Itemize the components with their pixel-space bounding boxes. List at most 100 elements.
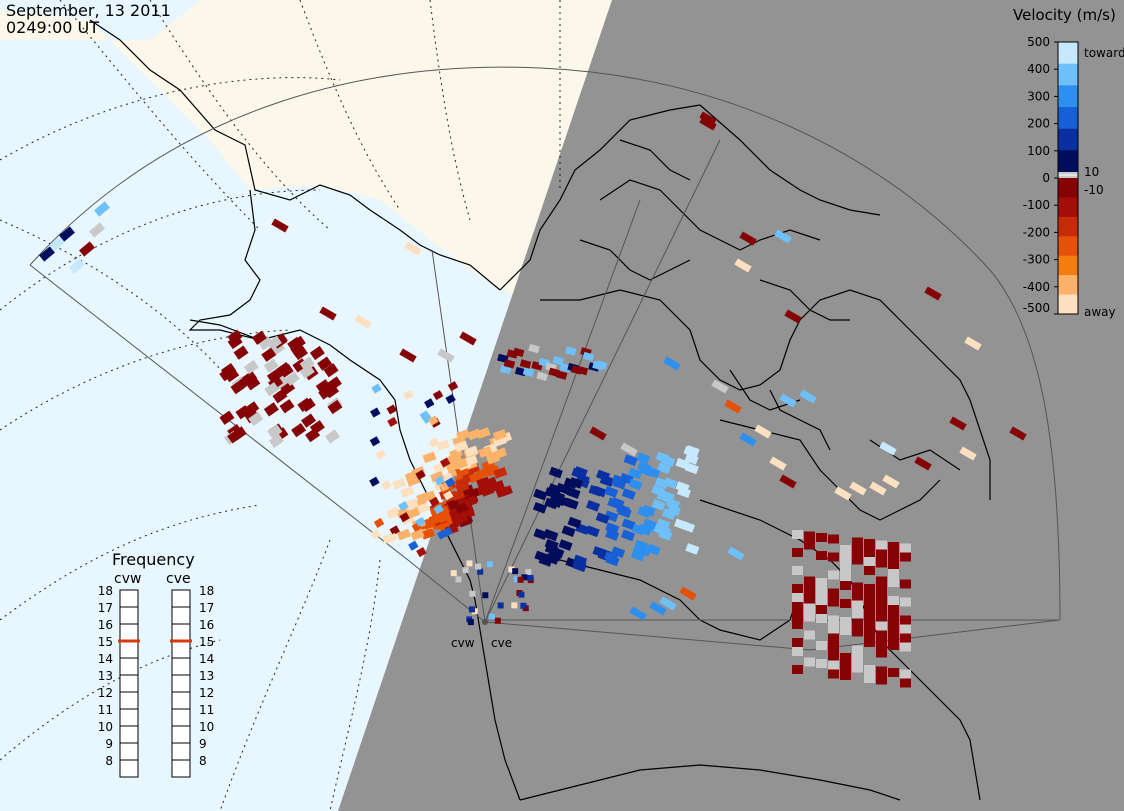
velocity-cell [652, 523, 667, 535]
velocity-cell [79, 241, 95, 257]
velocity-cell [508, 566, 515, 573]
velocity-cell [900, 678, 911, 688]
velocity-cell [655, 451, 670, 464]
velocity-cell [852, 627, 863, 637]
velocity-cell [354, 314, 372, 329]
velocity-cell [443, 490, 454, 501]
velocity-cell [532, 502, 547, 514]
frequency-cell [119, 691, 139, 710]
velocity-cell [555, 370, 568, 380]
colorbar-swatch [1058, 255, 1078, 276]
velocity-cell [291, 423, 307, 438]
lat-lon-grid [0, 0, 561, 811]
frequency-scale-label-cve: 14 [199, 652, 214, 666]
velocity-cell [595, 512, 610, 524]
velocity-cell [864, 665, 875, 674]
velocity-cell [876, 648, 887, 658]
colorbar-swatch [1058, 178, 1078, 198]
velocity-cell [681, 520, 696, 533]
velocity-cell [621, 518, 636, 531]
velocity-cell [267, 424, 283, 439]
velocity-cell [876, 558, 887, 568]
velocity-cell [466, 560, 473, 567]
velocity-cell [876, 549, 887, 559]
colorbar-swatch [1058, 216, 1078, 237]
velocity-cell [544, 543, 559, 556]
velocity-cell [792, 620, 803, 629]
velocity-cell [864, 611, 875, 620]
velocity-cell [248, 411, 264, 426]
velocity-cell [323, 363, 339, 378]
velocity-cell [69, 258, 85, 274]
velocity-cell [434, 475, 445, 486]
velocity-cell [387, 416, 398, 427]
velocity-cell [266, 368, 282, 384]
velocity-cell [611, 474, 626, 487]
velocity-cell [455, 481, 470, 493]
velocity-cell [94, 201, 110, 217]
velocity-cell [572, 560, 587, 573]
colorbar-tick-label: 300 [1027, 89, 1050, 103]
velocity-cell [486, 452, 501, 465]
frequency-cell [171, 589, 191, 608]
velocity-cell [59, 226, 75, 242]
velocity-cell [804, 594, 815, 604]
velocity-cell [900, 543, 911, 553]
velocity-cell [548, 466, 563, 479]
velocity-cell [888, 641, 899, 650]
velocity-cell [888, 569, 899, 578]
velocity-cell [639, 464, 654, 477]
velocity-cell [605, 554, 620, 567]
colorbar-swatch [1058, 42, 1078, 65]
velocity-cell [370, 529, 381, 540]
velocity-cell [436, 529, 448, 540]
velocity-cell [816, 587, 827, 596]
velocity-cell [711, 379, 729, 394]
velocity-cell [512, 568, 519, 575]
velocity-cell [852, 555, 863, 565]
velocity-cell [480, 485, 495, 497]
velocity-cell [230, 379, 246, 395]
velocity-cell [724, 399, 742, 414]
velocity-cell [545, 553, 560, 565]
velocity-cell [876, 621, 887, 631]
velocity-cell [779, 474, 797, 489]
frequency-cell [171, 708, 191, 727]
velocity-cell [792, 530, 803, 539]
velocity-cell [258, 335, 274, 351]
velocity-cell [804, 657, 815, 667]
velocity-cell [462, 567, 469, 574]
velocity-cell [828, 624, 839, 634]
velocity-cell [559, 363, 572, 373]
velocity-cell [864, 593, 875, 602]
velocity-cell [297, 397, 313, 412]
velocity-cell [876, 594, 887, 604]
colorbar-ticks: 500 400 300 200 100 0 -100 -200 -300 -400 -500 [1023, 35, 1058, 315]
velocity-cell [386, 404, 397, 415]
velocity-cell [315, 379, 331, 394]
velocity-cell [888, 578, 899, 587]
velocity-cell [659, 596, 677, 611]
velocity-cell [467, 619, 474, 626]
velocity-cell [447, 381, 459, 392]
colorbar-tick-label: 500 [1027, 35, 1050, 49]
colorbar-swatch [1058, 128, 1078, 151]
velocity-cell [864, 584, 875, 593]
velocity-cell [852, 654, 863, 664]
velocity-cell [792, 593, 803, 602]
colorbar-tick-label: 0 [1042, 171, 1050, 185]
velocity-cell [522, 367, 535, 377]
velocity-cell [876, 675, 887, 685]
velocity-cell [503, 359, 516, 369]
colorbar-tick-label: 400 [1027, 62, 1050, 76]
velocity-cell [235, 405, 251, 420]
velocity-cell [468, 606, 475, 613]
velocity-cell [864, 539, 875, 548]
velocity-cell [243, 359, 259, 375]
velocity-cell [852, 582, 863, 592]
velocity-cell [611, 546, 626, 558]
velocity-cell [661, 508, 676, 520]
velocity-cell [437, 511, 452, 524]
velocity-cell [387, 532, 399, 543]
velocity-cell [840, 653, 851, 662]
